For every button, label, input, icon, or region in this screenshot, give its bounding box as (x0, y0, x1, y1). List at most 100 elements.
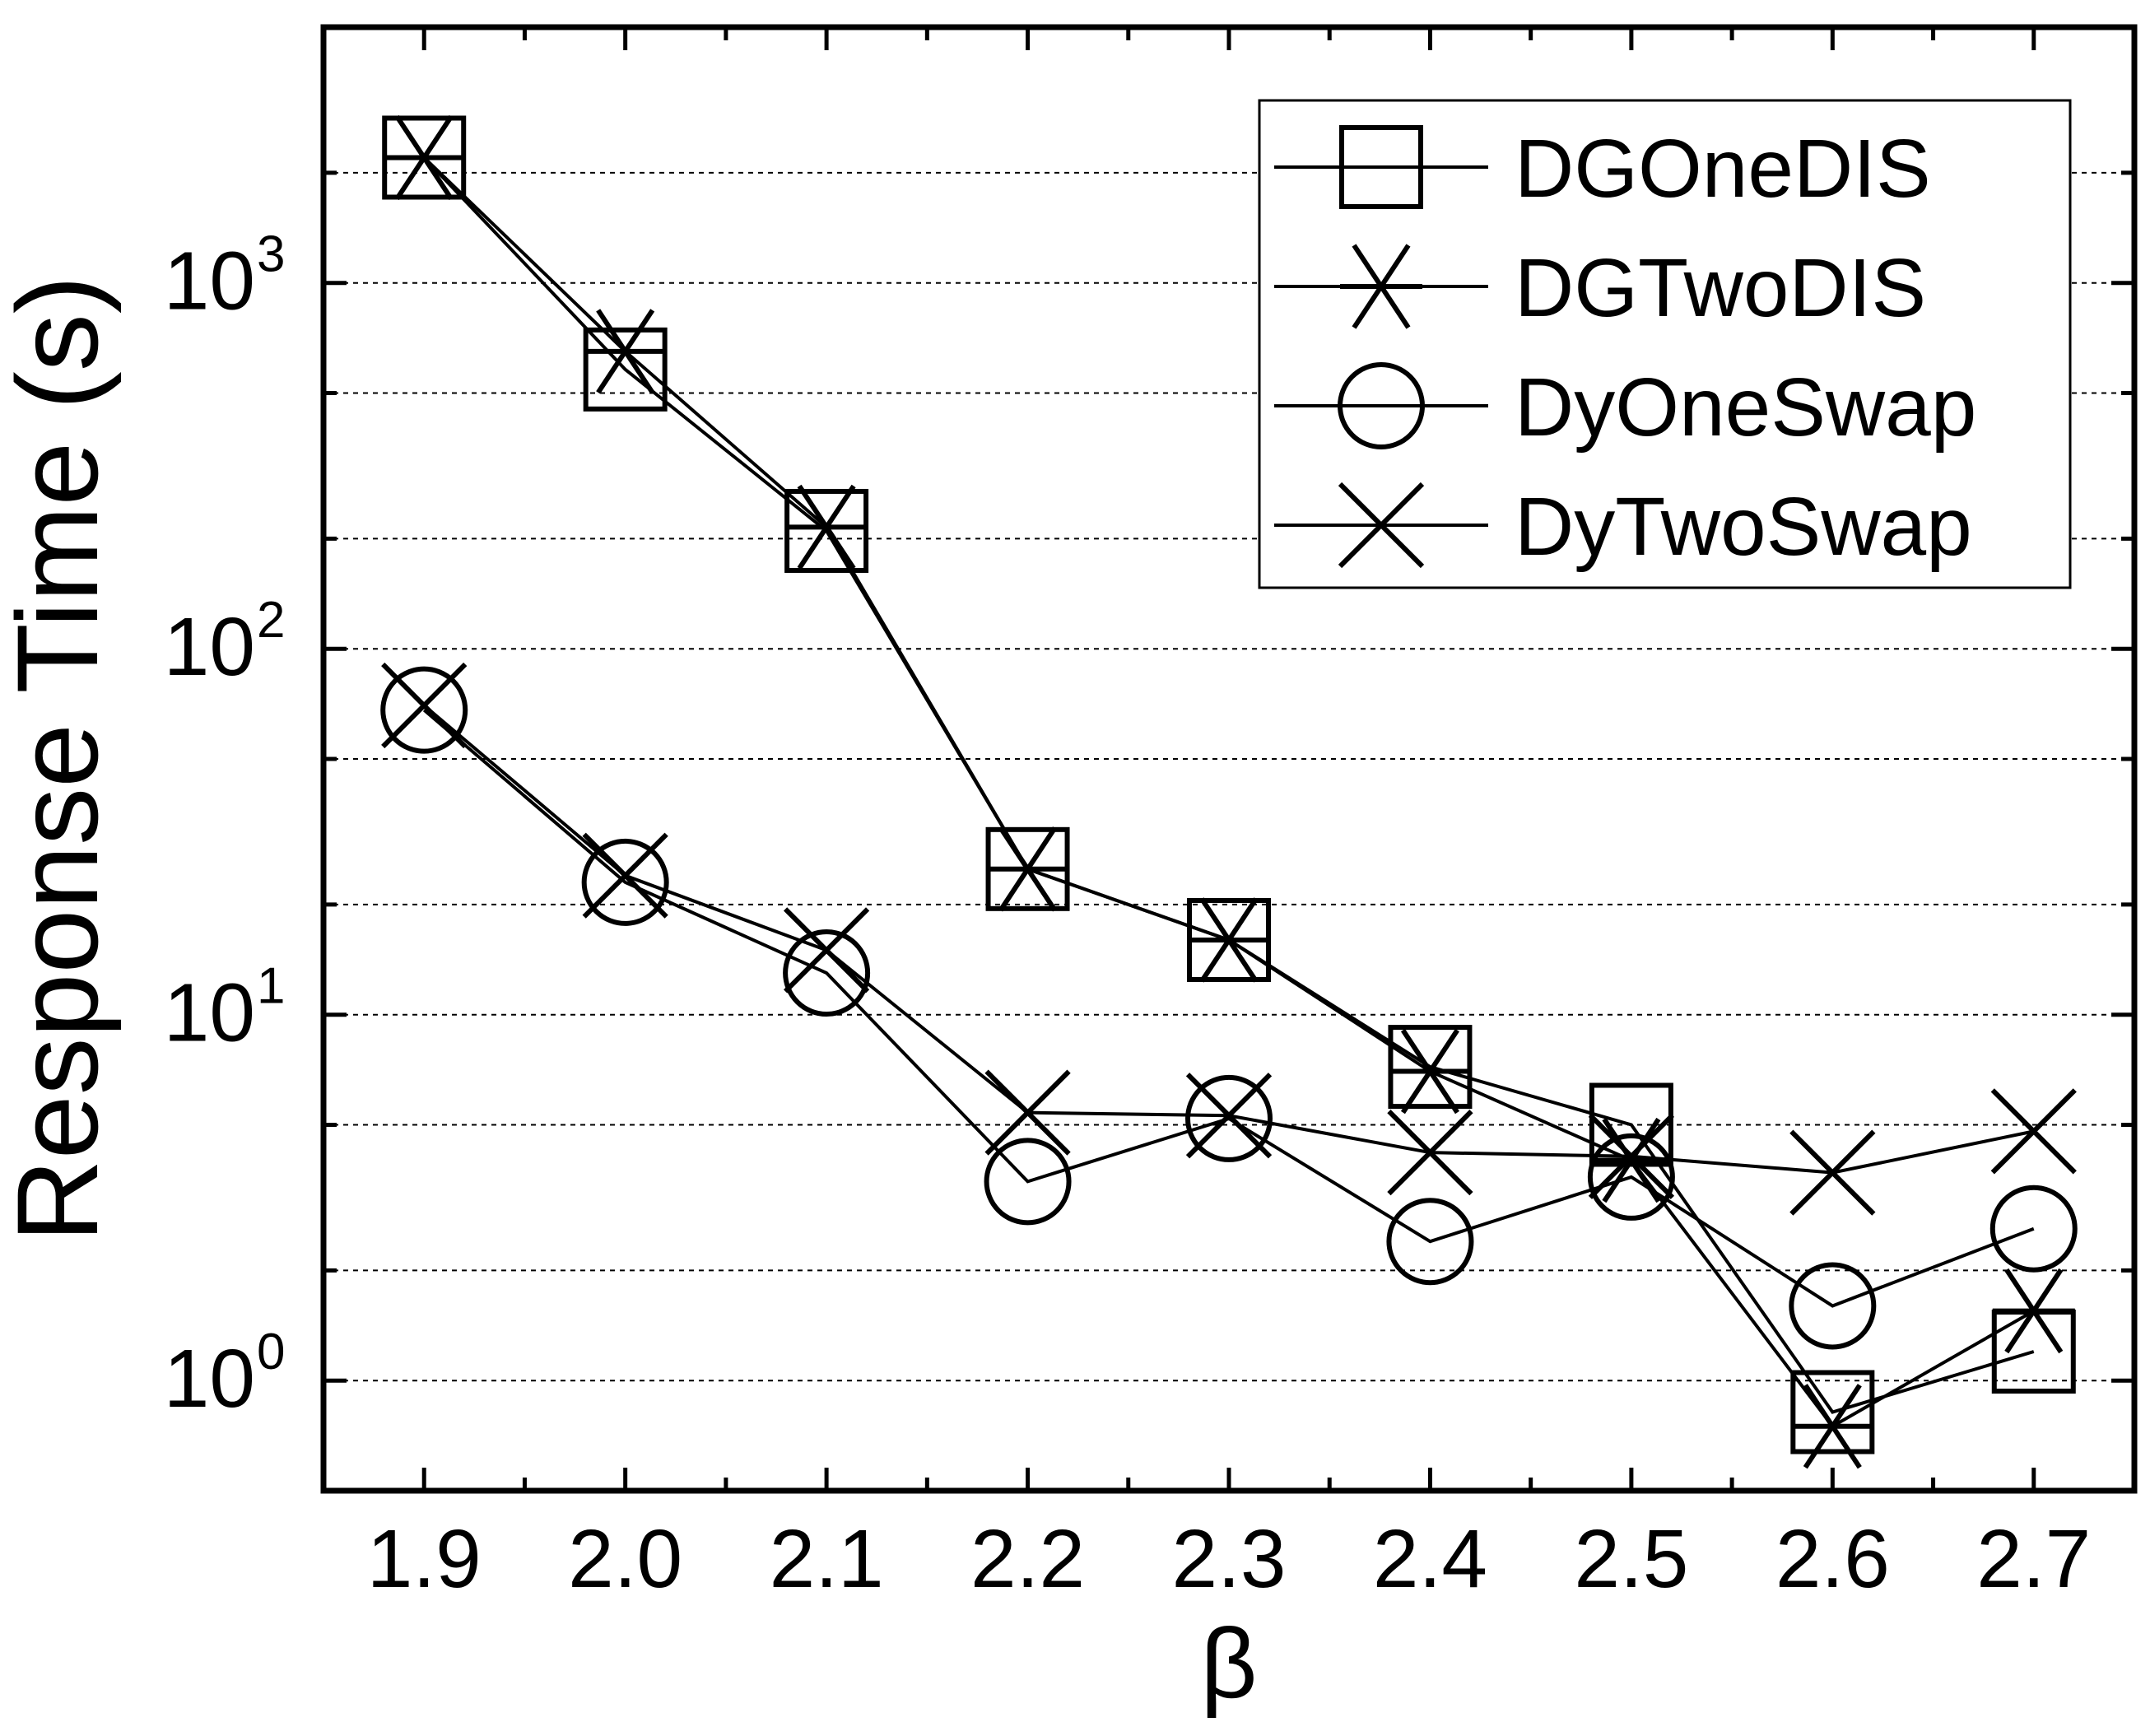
circle-marker (581, 838, 669, 926)
axis-ticks (323, 27, 2134, 1491)
x-tick-label: 2.6 (1775, 1513, 1890, 1605)
y-tick-label: 10 (164, 235, 255, 328)
data-point-dytwoswap (582, 832, 668, 919)
circle-marker (1185, 1074, 1273, 1162)
series-markers (380, 114, 2078, 1469)
legend-label-dgtwodis: DGTwoDIS (1515, 242, 1926, 334)
circle-marker (984, 1138, 1072, 1226)
y-tick-exponent: 2 (257, 592, 285, 649)
asterisk-stroke (1199, 897, 1259, 983)
asterisk-stroke (1803, 1384, 1862, 1469)
x-tick-label: 2.3 (1171, 1513, 1286, 1605)
x-tick-label: 2.1 (770, 1513, 884, 1605)
x-tick-label: 2.2 (970, 1513, 1085, 1605)
x-tick-label: 1.9 (367, 1513, 482, 1605)
x-marker-stroke (1338, 482, 1425, 569)
x-marker-stroke (1387, 1110, 1473, 1196)
data-point-dgtwodis (584, 309, 667, 394)
circle-marker (783, 929, 871, 1017)
data-point-dytwoswap (1588, 1113, 1675, 1199)
y-tick-label: 10 (164, 601, 255, 693)
square-marker (784, 488, 869, 573)
circle-marker (1789, 1262, 1877, 1350)
data-point-dyoneswap (1386, 1198, 1474, 1286)
legend: DGOneDIS DGTwoDIS DyOneSwap DyTwoSwap (1258, 99, 2072, 589)
x-tick-labels: 1.9 2.0 2.1 2.2 2.3 2.4 2.5 2.6 2.7 (367, 1513, 2092, 1605)
asterisk-stroke (2004, 1268, 2064, 1354)
legend-label-dytwoswap: DyTwoSwap (1515, 481, 1972, 573)
data-point-dgtwodis (1188, 897, 1270, 983)
asterisk-stroke (1400, 1028, 1459, 1115)
data-point-dytwoswap (984, 1069, 1071, 1156)
y-tick-exponent: 1 (257, 958, 285, 1015)
y-axis-title: Response Time (s) (0, 276, 122, 1243)
x-marker-stroke (1990, 1088, 2077, 1175)
data-point-dyoneswap (581, 838, 669, 926)
x-marker-stroke (1789, 1129, 1876, 1216)
data-point-dytwoswap (1990, 1088, 2077, 1175)
data-point-dyoneswap (1185, 1074, 1273, 1162)
data-point-dgonedis (784, 488, 869, 573)
x-axis-title: β (1200, 1608, 1257, 1719)
data-point-dgonedis (1388, 1025, 1473, 1110)
y-tick-label: 10 (164, 1333, 255, 1425)
data-point-dgonedis (583, 327, 668, 412)
data-point-dyoneswap (1989, 1184, 2078, 1273)
x-marker-stroke (381, 662, 468, 749)
asterisk-stroke (1352, 244, 1411, 329)
legend-label-dgonedis: DGOneDIS (1515, 123, 1931, 215)
y-tick-exponent: 3 (257, 226, 285, 283)
square-marker (1339, 125, 1423, 209)
x-tick-label: 2.7 (1976, 1513, 2091, 1605)
legend-marker-dytwoswap (1338, 482, 1425, 569)
data-point-dytwoswap (1185, 1073, 1273, 1159)
square-marker (583, 327, 668, 412)
circle-marker (1338, 362, 1425, 449)
data-point-dgtwodis (383, 114, 466, 201)
circle-marker (1386, 1198, 1474, 1286)
square-marker (1388, 1025, 1473, 1110)
legend-label-dyoneswap: DyOneSwap (1515, 361, 1976, 454)
asterisk-stroke (394, 114, 454, 201)
data-point-dgtwodis (1791, 1384, 1874, 1469)
legend-marker-dyoneswap (1338, 362, 1425, 449)
x-tick-label: 2.5 (1574, 1513, 1688, 1605)
x-tick-label: 2.4 (1373, 1513, 1487, 1605)
circle-marker (1587, 1133, 1675, 1221)
asterisk-stroke (1602, 1117, 1661, 1203)
asterisk-stroke (596, 309, 655, 394)
data-point-dyoneswap (1587, 1133, 1675, 1221)
data-point-dyoneswap (1789, 1262, 1877, 1350)
data-point-dytwoswap (783, 907, 870, 994)
legend-marker-dgonedis (1339, 125, 1423, 209)
x-marker-stroke (582, 832, 668, 919)
data-point-dytwoswap (1387, 1110, 1473, 1196)
data-point-dyoneswap (380, 666, 468, 754)
x-marker-stroke (783, 907, 870, 994)
data-point-dytwoswap (1789, 1129, 1876, 1216)
data-point-dgtwodis (1992, 1268, 2075, 1354)
data-point-dgtwodis (1389, 1028, 1472, 1115)
data-point-dytwoswap (381, 662, 468, 749)
y-tick-label: 10 (164, 967, 255, 1059)
y-tick-exponent: 0 (257, 1324, 285, 1380)
x-marker-stroke (1588, 1113, 1675, 1199)
asterisk-stroke (998, 826, 1058, 912)
data-point-dgtwodis (1589, 1117, 1673, 1203)
x-tick-label: 2.0 (568, 1513, 682, 1605)
x-marker-stroke (984, 1069, 1071, 1156)
x-marker-stroke (1185, 1073, 1273, 1159)
square-marker (1790, 1370, 1875, 1454)
data-point-dyoneswap (783, 929, 871, 1017)
circle-marker (1989, 1184, 2078, 1273)
legend-marker-dgtwodis (1340, 244, 1422, 329)
data-point-dgtwodis (785, 484, 868, 570)
data-point-dyoneswap (984, 1138, 1072, 1226)
legend-box (1258, 99, 2072, 589)
data-point-dgonedis (1790, 1370, 1875, 1454)
circle-marker (380, 666, 468, 754)
asterisk-stroke (797, 484, 856, 570)
data-point-dgtwodis (986, 826, 1069, 912)
